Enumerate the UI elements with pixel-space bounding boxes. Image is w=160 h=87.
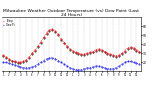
Title: Milwaukee Weather Outdoor Temperature (vs) Dew Point (Last 24 Hours): Milwaukee Weather Outdoor Temperature (v…	[3, 9, 139, 17]
Legend: Temp, Dew Pt: Temp, Dew Pt	[3, 19, 14, 27]
